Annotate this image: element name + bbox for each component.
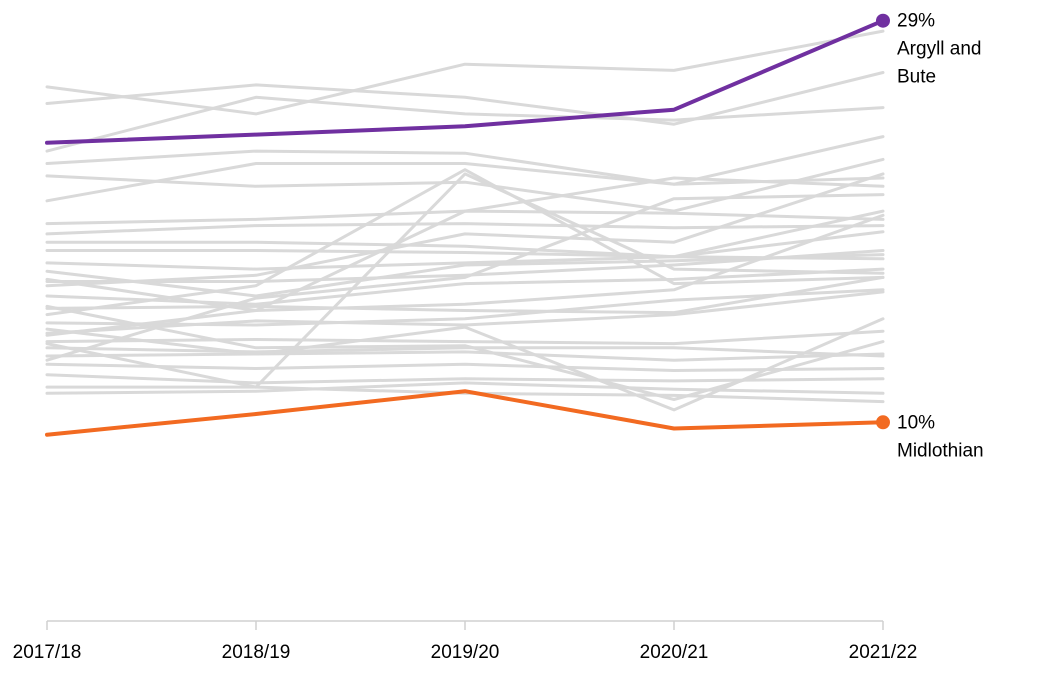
background-series-line-13 <box>45 249 885 283</box>
background-series-line-24 <box>45 381 885 395</box>
end-point-midlothian <box>876 415 890 430</box>
end-point-argyll-and-bute <box>876 13 890 28</box>
background-series-line-1 <box>45 29 885 116</box>
highlighted-series-group <box>45 13 890 437</box>
background-series-line-32 <box>45 213 885 312</box>
series-name-label-argyll-and-bute: Bute <box>897 67 936 88</box>
series-line-midlothian <box>45 389 885 437</box>
end-value-label-argyll-and-bute: 29% <box>897 11 935 32</box>
background-series-line-8 <box>45 222 885 236</box>
background-series-line-31 <box>45 304 885 401</box>
x-tick-label: 2019/20 <box>431 642 500 663</box>
end-labels-group: 29% Argyll and Bute 10% Midlothian <box>897 11 984 462</box>
background-series-line-27 <box>45 193 885 362</box>
series-name-label-argyll-and-bute: Argyll and <box>897 39 982 60</box>
x-tick-label: 2021/22 <box>849 642 918 663</box>
x-axis: 2017/18 2018/19 2019/20 2020/21 2021/22 <box>13 620 918 663</box>
background-series-line-10 <box>45 230 885 259</box>
background-series-line-4 <box>45 135 885 186</box>
background-series-line-9 <box>45 209 885 259</box>
series-line-argyll-and-bute <box>45 18 885 145</box>
background-series-line-5 <box>45 157 885 213</box>
background-series-line-18 <box>45 329 885 346</box>
background-series-line-2 <box>45 71 885 126</box>
background-series-group <box>45 29 885 412</box>
x-tick-label: 2017/18 <box>13 642 82 663</box>
end-value-label-midlothian: 10% <box>897 412 935 433</box>
background-series-line-29 <box>45 172 885 288</box>
background-series-line-19 <box>45 346 885 358</box>
background-series-line-26 <box>45 168 885 317</box>
background-series-line-23 <box>45 385 885 404</box>
x-tick-label: 2020/21 <box>640 642 709 663</box>
background-series-line-17 <box>45 290 885 335</box>
x-tick-label: 2018/19 <box>222 642 291 663</box>
background-series-line-7 <box>45 209 885 226</box>
background-series-line-21 <box>45 362 885 372</box>
series-name-label-midlothian: Midlothian <box>897 440 984 461</box>
background-series-line-20 <box>45 350 885 362</box>
background-series-line-15 <box>45 275 885 315</box>
background-series-line-25 <box>45 172 885 389</box>
background-series-line-28 <box>45 176 885 337</box>
background-series-line-3 <box>45 95 885 153</box>
